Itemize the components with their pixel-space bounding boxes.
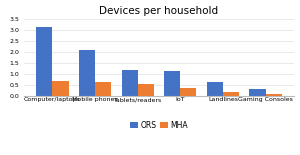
- Bar: [122, 70, 138, 96]
- Bar: [207, 82, 223, 96]
- Bar: [95, 82, 111, 96]
- Legend: ORS, MHA: ORS, MHA: [127, 117, 191, 133]
- Title: Devices per household: Devices per household: [99, 7, 219, 16]
- Bar: [138, 84, 154, 96]
- Bar: [36, 27, 52, 96]
- Bar: [223, 92, 239, 96]
- Bar: [249, 89, 266, 96]
- Bar: [164, 71, 180, 96]
- Bar: [266, 94, 282, 96]
- Bar: [79, 50, 95, 96]
- Bar: [52, 81, 69, 96]
- Bar: [180, 88, 196, 96]
